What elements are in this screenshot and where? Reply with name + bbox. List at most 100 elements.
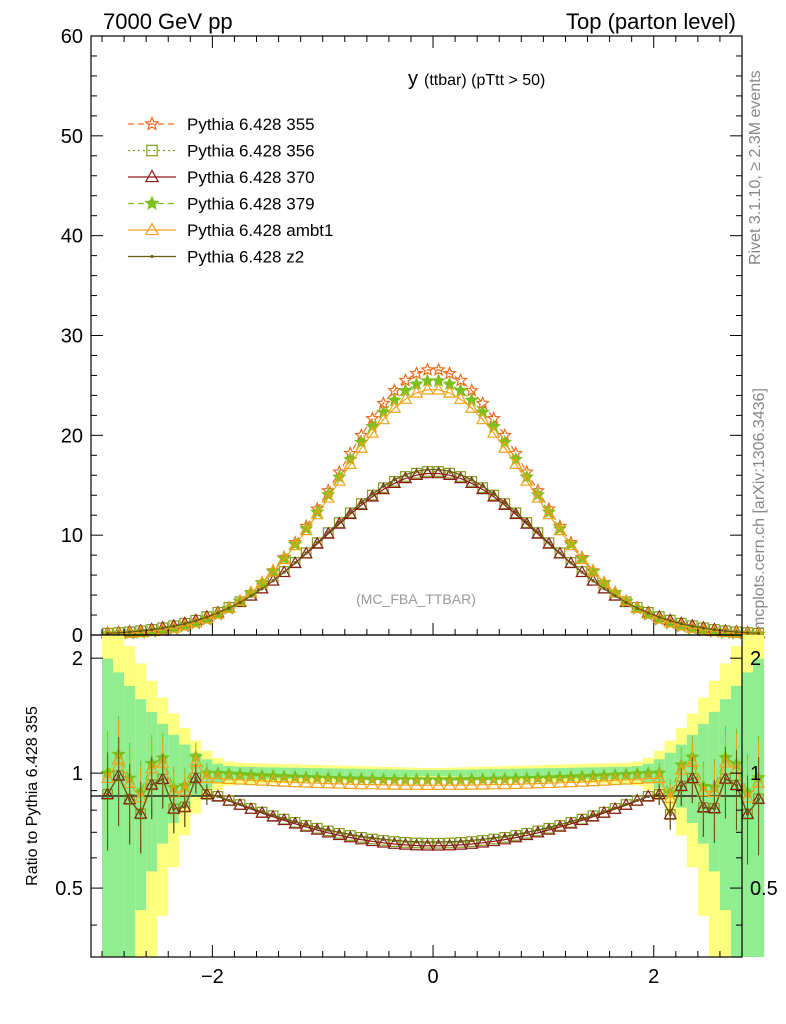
data-point bbox=[249, 806, 253, 810]
data-point bbox=[459, 473, 463, 477]
data-point bbox=[337, 520, 341, 524]
data-point bbox=[398, 777, 413, 790]
data-point bbox=[525, 520, 529, 524]
ratio-x-axis: −2 0 2 bbox=[101, 945, 743, 988]
plot-title-sub: (ttbar) (pTtt > 50) bbox=[424, 72, 545, 89]
data-point bbox=[420, 838, 435, 851]
data-point bbox=[422, 837, 433, 849]
data-point bbox=[646, 611, 650, 615]
data-point bbox=[293, 820, 297, 824]
data-point bbox=[580, 570, 584, 574]
ratio-y-tick-label: 2 bbox=[72, 648, 83, 670]
data-point bbox=[183, 805, 187, 809]
process-label: Top (parton level) bbox=[566, 9, 736, 34]
ratio-series-layer bbox=[100, 715, 766, 865]
data-point bbox=[646, 794, 650, 798]
data-point bbox=[745, 631, 750, 635]
data-point bbox=[553, 819, 567, 832]
uncertainty-band-inner bbox=[664, 752, 676, 797]
data-point bbox=[288, 775, 302, 788]
data-point bbox=[542, 822, 556, 835]
data-point bbox=[282, 816, 286, 821]
mcplots-label: mcplots.cern.ch [arXiv:1306.3436] bbox=[751, 388, 768, 630]
data-point bbox=[569, 820, 573, 824]
data-point bbox=[431, 838, 446, 851]
data-point bbox=[564, 556, 578, 569]
data-point bbox=[343, 507, 358, 520]
data-point bbox=[668, 619, 672, 623]
data-point bbox=[420, 362, 435, 376]
data-point bbox=[657, 615, 661, 619]
data-point bbox=[475, 412, 490, 425]
data-point bbox=[619, 772, 633, 785]
data-point bbox=[464, 836, 479, 849]
series-line bbox=[107, 472, 759, 634]
data-point bbox=[315, 541, 319, 545]
data-point bbox=[679, 622, 683, 626]
data-point bbox=[271, 813, 275, 817]
data-point bbox=[144, 115, 160, 131]
data-point bbox=[536, 530, 540, 535]
data-point bbox=[376, 777, 391, 790]
data-point bbox=[425, 467, 430, 472]
data-point bbox=[745, 812, 750, 816]
ratio-y-tick-label: 0.5 bbox=[55, 878, 83, 900]
data-point bbox=[641, 606, 655, 619]
data-point bbox=[321, 490, 335, 503]
data-point bbox=[756, 631, 761, 635]
data-point bbox=[564, 775, 578, 788]
data-point bbox=[310, 507, 324, 520]
data-point bbox=[376, 412, 391, 425]
data-point bbox=[205, 615, 209, 619]
data-point bbox=[487, 834, 501, 847]
data-point bbox=[249, 594, 253, 598]
data-point bbox=[624, 802, 628, 806]
data-point bbox=[520, 516, 534, 529]
data-point bbox=[442, 838, 457, 851]
data-point bbox=[146, 144, 158, 157]
data-point bbox=[332, 516, 346, 529]
y-tick-label: 0 bbox=[72, 625, 83, 647]
data-point bbox=[266, 573, 280, 586]
data-point bbox=[652, 770, 666, 783]
ratio-y-tick-label-right: 1 bbox=[750, 763, 761, 785]
data-point bbox=[734, 783, 739, 787]
data-point bbox=[409, 777, 424, 790]
data-point bbox=[553, 523, 567, 536]
data-point bbox=[387, 836, 402, 849]
data-point bbox=[442, 467, 457, 480]
data-point bbox=[398, 471, 413, 484]
data-point bbox=[453, 837, 468, 850]
data-point bbox=[233, 797, 247, 810]
data-point bbox=[586, 564, 600, 577]
data-point bbox=[392, 838, 397, 842]
data-point bbox=[520, 473, 534, 486]
data-point bbox=[365, 425, 380, 438]
y-tick-label: 40 bbox=[61, 226, 83, 248]
data-point bbox=[591, 579, 595, 583]
data-point bbox=[575, 552, 589, 565]
data-point bbox=[668, 812, 672, 817]
data-point bbox=[448, 469, 452, 473]
data-point bbox=[332, 828, 346, 841]
data-point bbox=[531, 526, 545, 539]
data-point bbox=[150, 254, 154, 259]
y-tick-label: 10 bbox=[61, 525, 83, 547]
data-point bbox=[310, 775, 324, 789]
data-point bbox=[442, 777, 457, 790]
data-point bbox=[442, 385, 457, 398]
data-point bbox=[255, 773, 269, 786]
data-point bbox=[431, 362, 446, 376]
data-point bbox=[310, 536, 324, 549]
data-point bbox=[205, 792, 209, 796]
data-point bbox=[641, 771, 655, 784]
data-point bbox=[233, 772, 247, 785]
data-point bbox=[514, 510, 518, 514]
data-point bbox=[348, 832, 352, 837]
main-x-ticks bbox=[101, 36, 743, 635]
data-point bbox=[547, 825, 551, 830]
data-point bbox=[238, 802, 242, 806]
data-point bbox=[547, 541, 551, 545]
data-point bbox=[105, 631, 110, 635]
